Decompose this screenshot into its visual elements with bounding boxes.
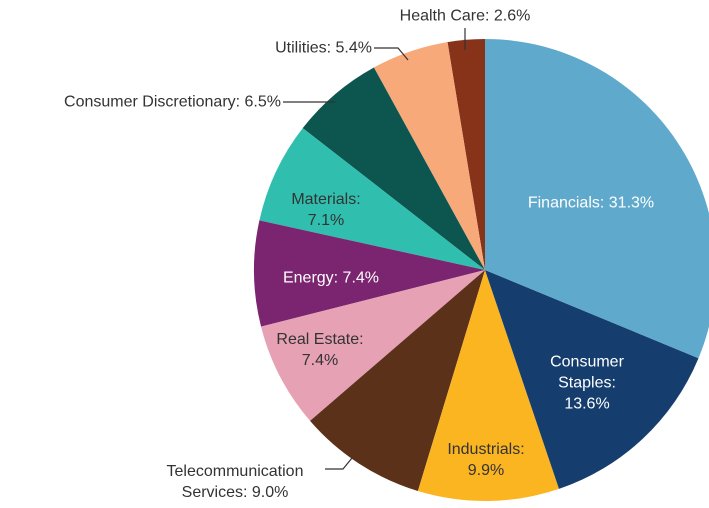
slice-label: Energy: 7.4%	[282, 269, 380, 287]
slice-label: Real Estate: 7.4%	[276, 331, 364, 369]
pie-slice	[253, 220, 485, 327]
pie-slice	[373, 42, 485, 270]
slice-label: Materials: 7.1%	[291, 191, 361, 229]
slice-label: Health Care: 2.6%	[399, 7, 531, 25]
pie-slice	[310, 270, 485, 492]
slice-label: Telecommunication Services: 9.0%	[166, 463, 304, 501]
slice-label: Financials: 31.3%	[527, 194, 655, 212]
pie-slice	[485, 270, 699, 489]
slice-label: Industrials: 9.9%	[447, 441, 525, 479]
slice-label: Consumer Discretionary: 6.5%	[64, 93, 281, 111]
pie-slice	[417, 270, 559, 501]
pie-slice	[485, 39, 709, 359]
leader-line	[374, 47, 409, 61]
pie-slice	[259, 128, 485, 270]
slice-label: Consumer Staples: 13.6%	[550, 353, 624, 413]
pie-slice	[302, 67, 485, 270]
pie-slice	[447, 39, 485, 270]
slice-label: Utilities: 5.4%	[275, 39, 372, 57]
leader-line	[325, 457, 353, 470]
pie-slice	[261, 270, 485, 421]
